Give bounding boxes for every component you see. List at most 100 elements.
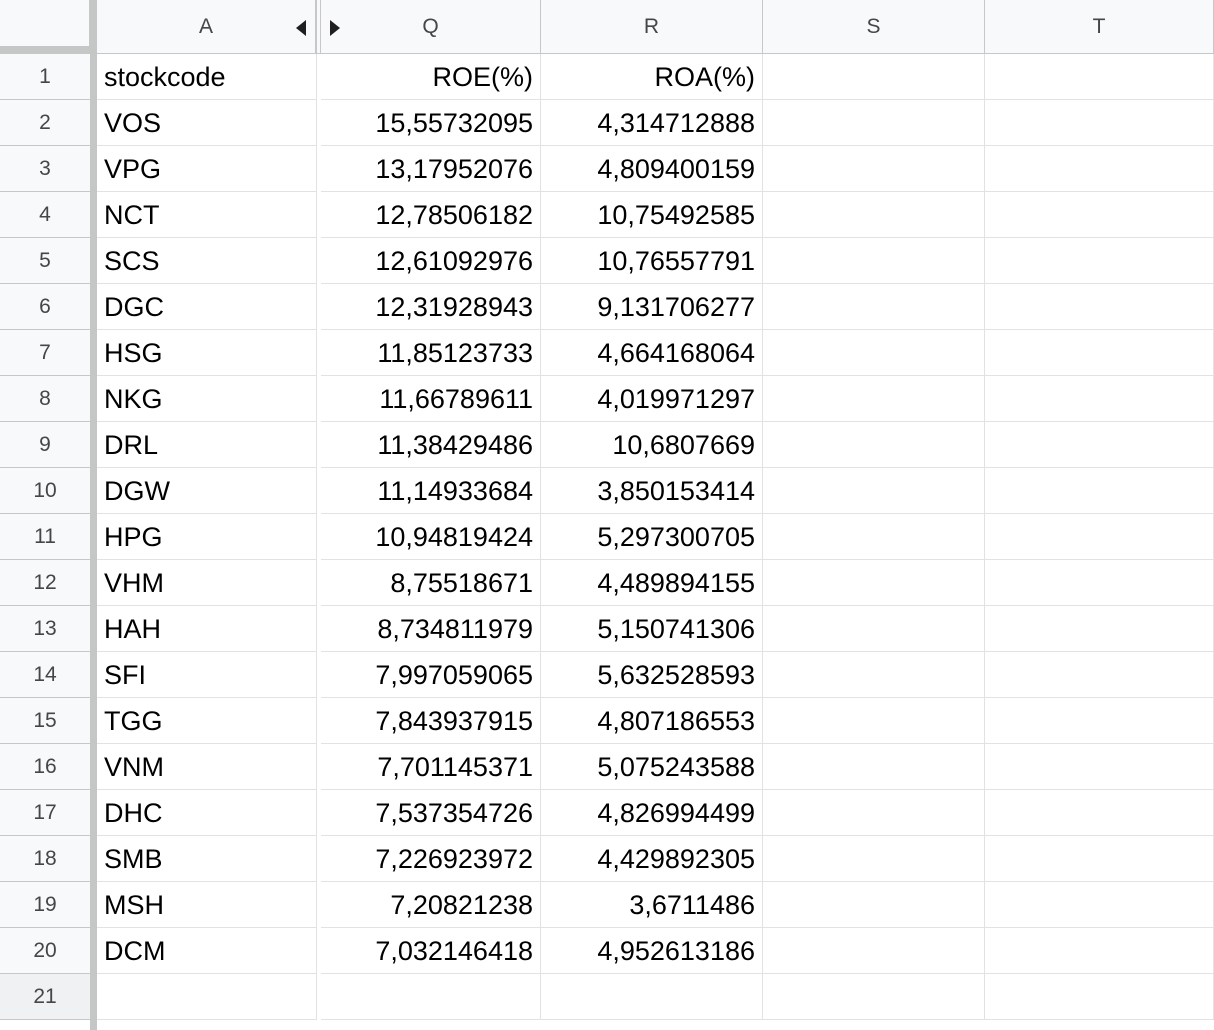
cell-empty[interactable]: [763, 698, 985, 744]
cell-header-stockcode[interactable]: stockcode: [97, 54, 317, 100]
cell-header-roe[interactable]: ROE(%): [321, 54, 541, 100]
cell-empty[interactable]: [985, 54, 1214, 100]
cell-empty[interactable]: [763, 882, 985, 928]
row-header[interactable]: 2: [0, 100, 90, 146]
cell-empty[interactable]: [985, 790, 1214, 836]
cell-roa[interactable]: 4,826994499: [541, 790, 763, 836]
cell-roa[interactable]: 4,809400159: [541, 146, 763, 192]
cell-empty[interactable]: [763, 146, 985, 192]
row-header[interactable]: 8: [0, 376, 90, 422]
cell-stockcode[interactable]: DRL: [97, 422, 317, 468]
row-header[interactable]: 13: [0, 606, 90, 652]
cell-empty[interactable]: [763, 468, 985, 514]
cell-empty[interactable]: [985, 376, 1214, 422]
frozen-row-divider[interactable]: [0, 46, 97, 53]
column-header-q[interactable]: Q: [321, 0, 541, 53]
cell-roa[interactable]: 10,76557791: [541, 238, 763, 284]
cell-stockcode[interactable]: HPG: [97, 514, 317, 560]
unhide-left-arrow-icon[interactable]: [296, 20, 306, 36]
row-header[interactable]: 4: [0, 192, 90, 238]
cell-roe[interactable]: 8,75518671: [321, 560, 541, 606]
column-header-a[interactable]: A: [97, 0, 316, 53]
cell-empty[interactable]: [985, 928, 1214, 974]
cell-roe[interactable]: 8,734811979: [321, 606, 541, 652]
cell-roa[interactable]: 4,019971297: [541, 376, 763, 422]
cell-roe[interactable]: 12,31928943: [321, 284, 541, 330]
column-header-s[interactable]: S: [763, 0, 985, 53]
row-header[interactable]: 14: [0, 652, 90, 698]
cell-empty[interactable]: [763, 790, 985, 836]
cell-roe[interactable]: 10,94819424: [321, 514, 541, 560]
cell-roa[interactable]: 3,850153414: [541, 468, 763, 514]
cell-empty[interactable]: [763, 376, 985, 422]
cell-roa[interactable]: 9,131706277: [541, 284, 763, 330]
cell-roe[interactable]: 11,14933684: [321, 468, 541, 514]
cell-stockcode[interactable]: NKG: [97, 376, 317, 422]
cell-stockcode[interactable]: VOS: [97, 100, 317, 146]
cell-roa[interactable]: 5,632528593: [541, 652, 763, 698]
row-header[interactable]: 12: [0, 560, 90, 606]
cell-roe[interactable]: 13,17952076: [321, 146, 541, 192]
cell-empty[interactable]: [763, 606, 985, 652]
cell-roa[interactable]: 10,75492585: [541, 192, 763, 238]
row-header[interactable]: 7: [0, 330, 90, 376]
row-header[interactable]: 5: [0, 238, 90, 284]
cell-empty[interactable]: [763, 836, 985, 882]
cell-roe[interactable]: 11,66789611: [321, 376, 541, 422]
cell-empty[interactable]: [985, 652, 1214, 698]
cell-empty[interactable]: [985, 330, 1214, 376]
frozen-column-divider[interactable]: [90, 0, 97, 1030]
cell-roe[interactable]: 7,997059065: [321, 652, 541, 698]
row-header[interactable]: 20: [0, 928, 90, 974]
cell-empty[interactable]: [763, 928, 985, 974]
cell-empty[interactable]: [763, 192, 985, 238]
cell-empty[interactable]: [763, 974, 985, 1020]
cell-roa[interactable]: 3,6711486: [541, 882, 763, 928]
cell-stockcode[interactable]: DHC: [97, 790, 317, 836]
unhide-right-arrow-icon[interactable]: [330, 20, 340, 36]
cell-empty[interactable]: [763, 100, 985, 146]
cell-stockcode[interactable]: VHM: [97, 560, 317, 606]
cell-empty[interactable]: [763, 238, 985, 284]
column-header-r[interactable]: R: [541, 0, 763, 53]
select-all-corner[interactable]: [0, 0, 90, 53]
cell-roa[interactable]: 4,314712888: [541, 100, 763, 146]
cell-stockcode[interactable]: VPG: [97, 146, 317, 192]
cell-roe[interactable]: 11,38429486: [321, 422, 541, 468]
cell-roa[interactable]: 4,429892305: [541, 836, 763, 882]
cell-empty[interactable]: [985, 192, 1214, 238]
cell-stockcode[interactable]: TGG: [97, 698, 317, 744]
cell-roa[interactable]: 5,297300705: [541, 514, 763, 560]
row-header[interactable]: 1: [0, 54, 90, 100]
cell-roa[interactable]: 4,664168064: [541, 330, 763, 376]
hidden-columns-gap[interactable]: [316, 0, 321, 53]
cell-empty[interactable]: [985, 698, 1214, 744]
cell-roe[interactable]: 7,537354726: [321, 790, 541, 836]
cell-stockcode[interactable]: MSH: [97, 882, 317, 928]
cell-empty[interactable]: [763, 514, 985, 560]
cell-stockcode[interactable]: VNM: [97, 744, 317, 790]
cell-stockcode[interactable]: SFI: [97, 652, 317, 698]
cell-roe[interactable]: 15,55732095: [321, 100, 541, 146]
row-header[interactable]: 19: [0, 882, 90, 928]
row-header[interactable]: 9: [0, 422, 90, 468]
cell-empty[interactable]: [763, 560, 985, 606]
cell-empty[interactable]: [985, 560, 1214, 606]
cell-roa[interactable]: 5,150741306: [541, 606, 763, 652]
cell-empty[interactable]: [985, 836, 1214, 882]
cell-stockcode[interactable]: DGC: [97, 284, 317, 330]
cell-empty[interactable]: [321, 974, 541, 1020]
cell-empty[interactable]: [763, 422, 985, 468]
cell-empty[interactable]: [763, 330, 985, 376]
cell-roa[interactable]: 10,6807669: [541, 422, 763, 468]
cell-empty[interactable]: [985, 284, 1214, 330]
cell-stockcode[interactable]: SCS: [97, 238, 317, 284]
cell-empty[interactable]: [985, 238, 1214, 284]
cell-roa[interactable]: 4,807186553: [541, 698, 763, 744]
row-header[interactable]: 16: [0, 744, 90, 790]
cell-empty[interactable]: [97, 974, 317, 1020]
cell-empty[interactable]: [985, 468, 1214, 514]
cell-roa[interactable]: 4,952613186: [541, 928, 763, 974]
cell-empty[interactable]: [985, 882, 1214, 928]
row-header[interactable]: 15: [0, 698, 90, 744]
